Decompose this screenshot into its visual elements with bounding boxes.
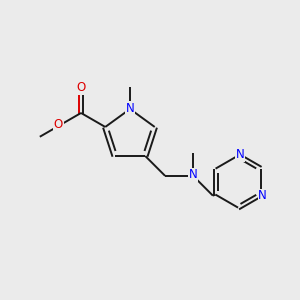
- Text: N: N: [126, 101, 134, 115]
- Text: O: O: [54, 118, 63, 131]
- Text: N: N: [258, 189, 267, 202]
- Text: O: O: [76, 82, 85, 94]
- Text: N: N: [189, 168, 197, 181]
- Text: N: N: [236, 148, 244, 161]
